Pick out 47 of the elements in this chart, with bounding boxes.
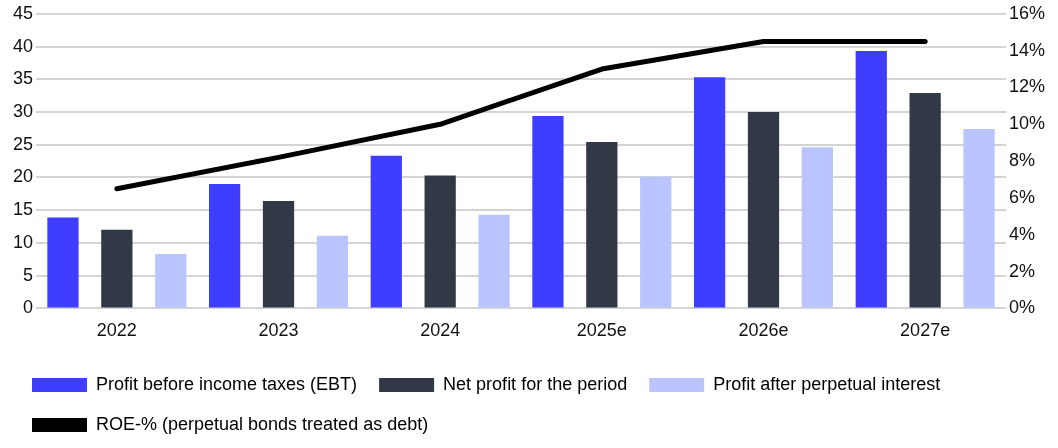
y2-tick-label: 0% [1008, 297, 1035, 318]
bar [747, 112, 780, 308]
legend-label: Profit before income taxes (EBT) [96, 373, 358, 394]
legend-label: Net profit for the period [443, 373, 628, 394]
y2-tick-label: 2% [1008, 260, 1035, 281]
y-tick-label: 25 [12, 133, 34, 154]
bar [478, 214, 510, 308]
bar [693, 77, 726, 308]
x-tick-label: 2027e [900, 320, 951, 341]
y2-tick-label: 6% [1008, 186, 1035, 207]
bar [101, 229, 133, 308]
x-tick-label: 2022 [96, 320, 137, 341]
y2-tick-label: 8% [1008, 150, 1035, 171]
bar [155, 254, 187, 308]
y-tick-label: 30 [12, 100, 34, 121]
y-tick-label: 20 [12, 166, 34, 187]
y-tick-label: 35 [12, 68, 34, 89]
bar [47, 217, 79, 308]
legend-label: ROE-% (perpetual bonds treated as debt) [96, 413, 429, 434]
y-tick-label: 45 [12, 2, 34, 23]
y-tick-label: 15 [12, 199, 34, 220]
bar [963, 129, 995, 308]
bar [586, 142, 618, 308]
bar [909, 93, 941, 308]
y2-tick-label: 16% [1008, 2, 1045, 23]
bar [370, 155, 402, 308]
bar [316, 235, 349, 308]
bar [855, 51, 887, 308]
y-tick-label: 0 [23, 297, 34, 318]
bar [532, 115, 564, 308]
x-tick-label: 2024 [420, 320, 461, 341]
y2-tick-label: 14% [1008, 39, 1045, 60]
y-tick-label: 5 [23, 264, 34, 285]
y2-tick-label: 4% [1008, 223, 1035, 244]
bar [262, 201, 295, 308]
bar [209, 184, 241, 308]
bar [424, 175, 456, 308]
x-tick-label: 2023 [258, 320, 299, 341]
bar [801, 147, 833, 308]
y-tick-label: 40 [12, 35, 34, 56]
x-tick-label: 2025e [576, 320, 627, 341]
legend-label: Profit after perpetual interest [713, 373, 941, 394]
x-tick-label: 2026e [738, 320, 789, 341]
y-tick-label: 10 [12, 231, 34, 252]
y2-tick-label: 12% [1008, 76, 1045, 97]
y2-tick-label: 10% [1008, 113, 1045, 134]
bar [640, 176, 672, 308]
